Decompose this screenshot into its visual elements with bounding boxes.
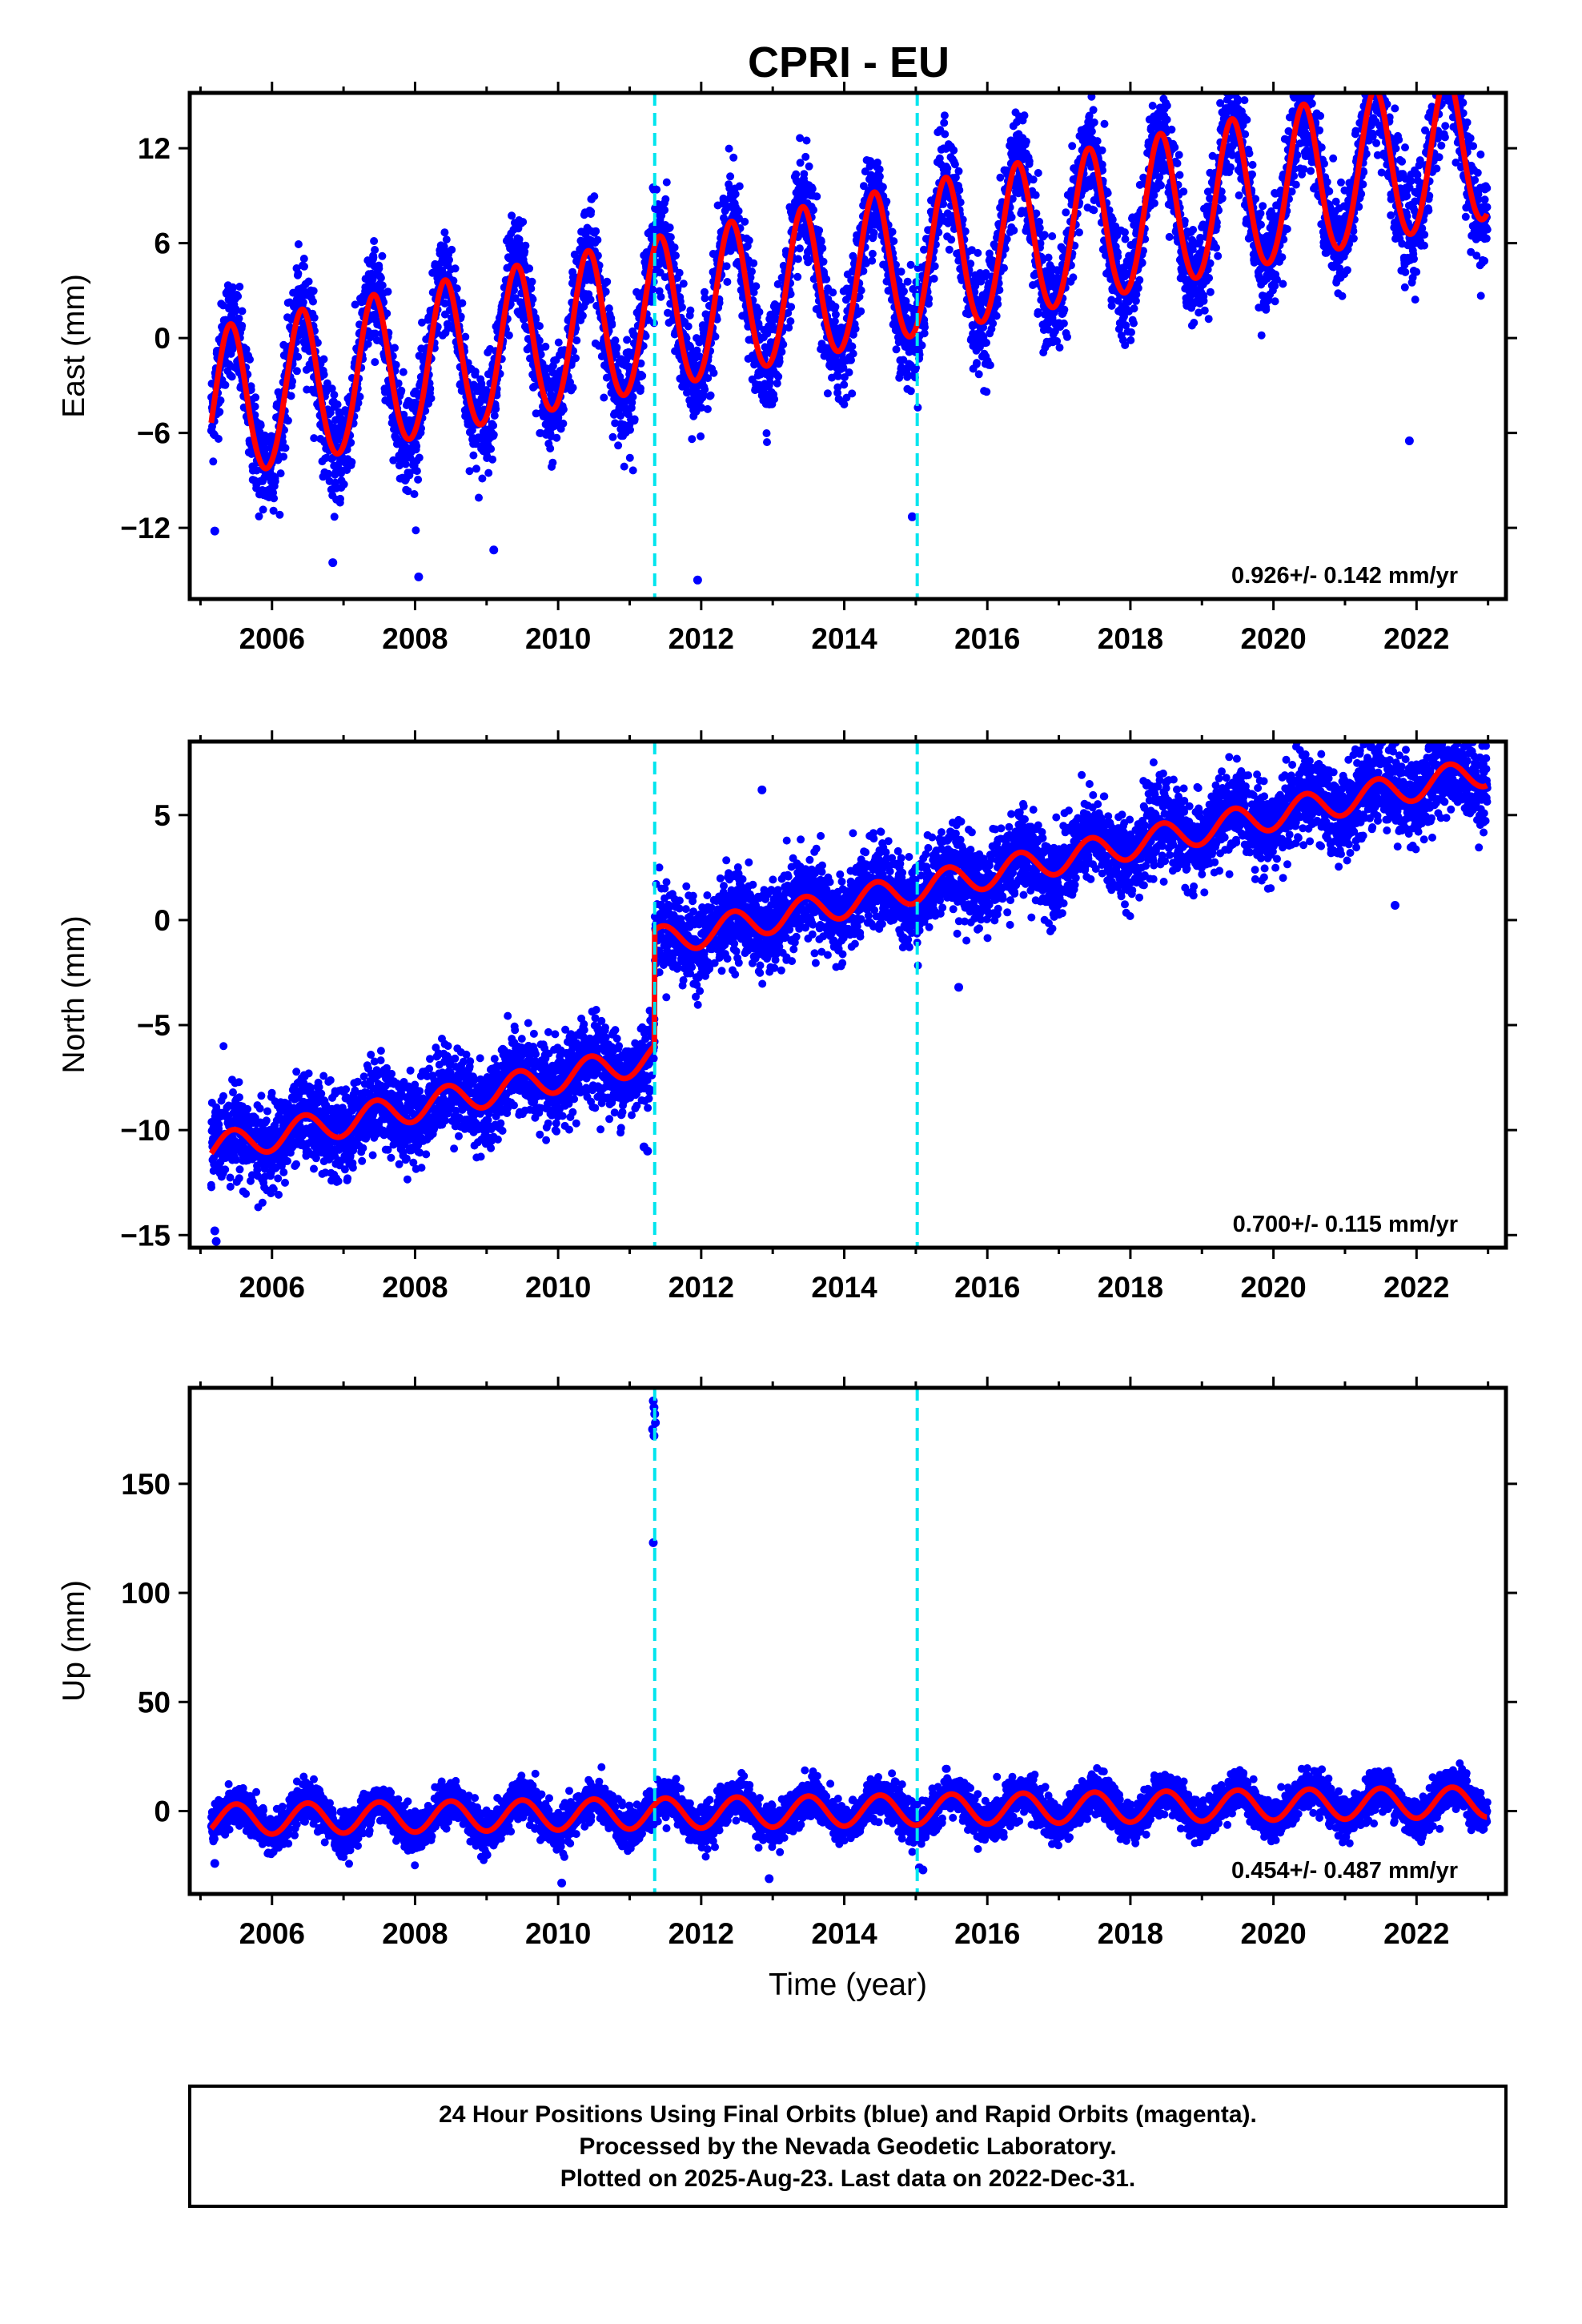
outlier-point [557,1879,566,1888]
y-tick-label: −10 [120,1114,171,1147]
outlier-point [1405,436,1414,445]
footer-box: 24 Hour Positions Using Final Orbits (bl… [190,2086,1506,2206]
x-tick-label: 2012 [669,1271,734,1304]
x-tick-label: 2020 [1240,622,1306,655]
x-tick-label: 2008 [382,1917,448,1950]
outlier-point [1391,901,1399,910]
x-tick-label: 2014 [811,622,877,655]
x-tick-label: 2008 [382,622,448,655]
footer-line-1: 24 Hour Positions Using Final Orbits (bl… [439,2101,1257,2128]
outlier-point [211,527,219,536]
x-tick-label: 2018 [1098,1917,1163,1950]
x-tick-label: 2006 [239,1271,305,1304]
outlier-point [211,1859,219,1868]
outlier-point [211,1227,219,1236]
outlier-point [918,1866,927,1875]
y-tick-label: 5 [154,799,171,832]
x-tick-label: 2022 [1383,1271,1449,1304]
x-tick-label: 2010 [525,1917,591,1950]
x-tick-label: 2012 [669,1917,734,1950]
y-axis-label: North (mm) [57,915,91,1073]
outlier-point [693,576,702,585]
y-tick-label: 0 [154,322,171,355]
x-tick-label: 2006 [239,1917,305,1950]
rate-annotation: 0.700+/- 0.115 mm/yr [1233,1212,1458,1237]
x-tick-label: 2022 [1383,622,1449,655]
outlier-point [954,983,963,991]
x-tick-label: 2016 [954,1917,1020,1950]
x-tick-label: 2010 [525,622,591,655]
y-tick-label: 100 [121,1577,171,1610]
x-axis-label: Time (year) [769,1968,927,2002]
rate-annotation: 0.454+/- 0.487 mm/yr [1231,1858,1458,1884]
outlier-point [489,545,498,554]
x-tick-label: 2006 [239,622,305,655]
x-tick-label: 2020 [1240,1271,1306,1304]
x-tick-label: 2022 [1383,1917,1449,1950]
y-tick-label: −5 [137,1009,171,1042]
footer-line-3: Plotted on 2025-Aug-23. Last data on 202… [560,2165,1136,2192]
outlier-point [414,573,423,581]
x-tick-label: 2018 [1098,622,1163,655]
y-tick-label: 50 [138,1686,171,1719]
outlier-point [643,1147,652,1156]
x-tick-label: 2018 [1098,1271,1163,1304]
footer-line-2: Processed by the Nevada Geodetic Laborat… [579,2133,1116,2160]
y-tick-label: −12 [120,512,171,545]
y-tick-label: 0 [154,1795,171,1827]
y-tick-label: 150 [121,1468,171,1501]
y-tick-label: 6 [154,227,171,260]
chart-title: CPRI - EU [748,38,950,86]
x-tick-label: 2012 [669,622,734,655]
y-tick-label: 0 [154,904,171,937]
rate-annotation: 0.926+/- 0.142 mm/yr [1231,563,1458,589]
x-tick-label: 2014 [811,1271,877,1304]
x-tick-label: 2008 [382,1271,448,1304]
outlier-point [757,786,766,794]
outlier-point [328,558,337,567]
x-tick-label: 2016 [954,1271,1020,1304]
y-axis-label: East (mm) [57,274,91,418]
x-tick-label: 2014 [811,1917,877,1950]
y-axis-label: Up (mm) [57,1580,91,1702]
outlier-point [765,1874,773,1883]
outlier-point [212,1237,221,1246]
outlier-point [908,513,917,521]
y-tick-label: 12 [138,132,171,165]
x-tick-label: 2016 [954,622,1020,655]
x-tick-label: 2010 [525,1271,591,1304]
y-tick-label: −15 [120,1219,171,1252]
x-tick-label: 2020 [1240,1917,1306,1950]
y-tick-label: −6 [137,417,171,450]
